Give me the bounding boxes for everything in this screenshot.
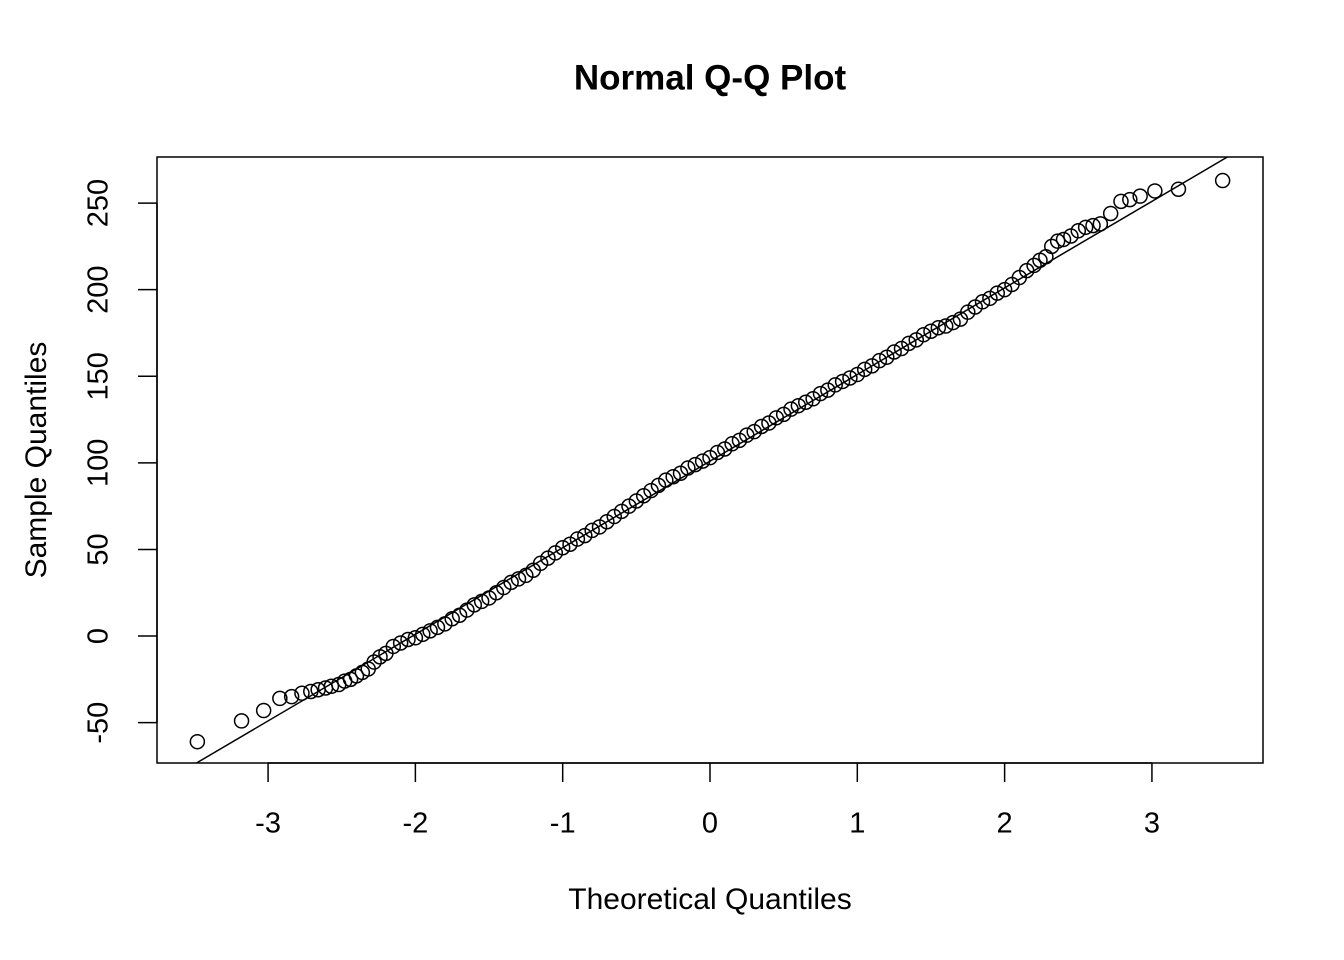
point [1132,188,1148,204]
point [429,619,446,636]
point [709,444,726,461]
point [233,713,250,729]
point [1113,193,1129,210]
point [930,320,947,336]
point [834,373,851,390]
x-tick-label: -3 [255,808,281,840]
point [255,702,272,719]
point [974,294,991,310]
point [665,468,681,485]
point [189,733,206,750]
point [937,318,954,334]
point [798,394,814,410]
x-tick-label: -1 [550,808,576,840]
point [385,638,402,655]
point [753,418,770,435]
point [510,571,527,587]
point [1102,205,1119,222]
point [444,610,460,627]
point [1122,191,1138,208]
y-tick-label: 200 [83,265,115,313]
point [283,688,300,705]
y-tick-label: 0 [83,628,115,644]
point [1044,238,1060,255]
point [680,460,696,476]
point [414,626,431,643]
point [584,522,600,539]
y-tick-label: 100 [83,439,115,487]
point [687,456,704,473]
point [842,370,858,386]
point [466,597,483,613]
point [554,539,571,556]
point [658,472,674,488]
point [812,385,829,402]
point [886,344,902,360]
point [739,427,755,443]
point [694,453,711,469]
x-tick-label: 1 [849,808,865,840]
x-tick-label: -2 [402,808,428,840]
point [1055,231,1072,248]
y-tick-label: 50 [83,533,115,565]
x-tick-label: 2 [997,808,1013,840]
point [1147,183,1163,199]
x-axis-label: Theoretical Quantiles [568,883,851,916]
point [1049,233,1066,249]
point [294,685,310,701]
chart-title: Normal Q-Q Plot [574,58,847,97]
point [422,623,438,639]
point [790,397,807,414]
point [923,323,939,339]
point [569,531,586,547]
point [783,401,799,417]
point [1092,216,1109,232]
point [392,635,409,651]
point [856,361,873,378]
point [1214,172,1231,189]
point [768,410,785,426]
y-tick-label: -50 [83,702,115,744]
x-tick-label: 3 [1144,808,1160,840]
point [915,326,932,343]
point [901,335,917,352]
point [400,631,416,648]
point [272,690,288,707]
point [303,683,319,700]
point [1070,223,1087,239]
point [827,377,843,393]
y-tick-label: 150 [83,352,115,400]
point [366,654,382,670]
point [1085,217,1101,234]
point [1077,219,1094,236]
point [323,678,340,695]
x-tick-label: 0 [702,808,718,840]
point [871,352,888,369]
point [989,285,1006,301]
point [945,314,961,331]
point [1170,181,1187,197]
y-tick-label: 250 [83,179,115,227]
point [473,593,490,610]
point [724,436,740,452]
point [503,574,519,591]
point [407,630,424,646]
point [1026,257,1042,274]
y-axis-label: Sample Quantiles [20,342,53,579]
